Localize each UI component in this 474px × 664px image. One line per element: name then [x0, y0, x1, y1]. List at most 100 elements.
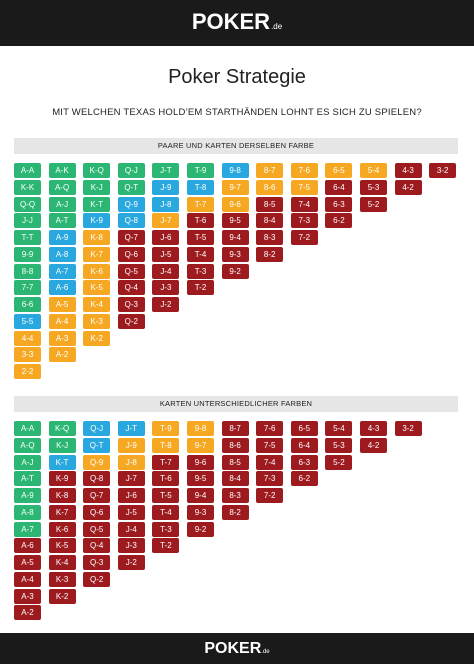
hand-cell: A-A [14, 421, 41, 436]
hand-cell: 9-2 [187, 521, 214, 537]
hand-cell: T-9 [187, 163, 214, 178]
hand-cell: Q-7 [83, 488, 111, 503]
hand-cell: J-9 [152, 179, 180, 195]
hand-cell: Q-6 [117, 246, 145, 262]
hand-cell: K-7 [83, 246, 111, 262]
hand-cell: A-Q [14, 437, 41, 453]
hand-cell: K-K [14, 179, 41, 195]
hand-cell: K-6 [48, 521, 76, 537]
hand-cell: A-J [48, 196, 76, 212]
hand-cell: T-3 [187, 263, 214, 279]
hand-cell: 9-4 [221, 230, 249, 245]
logo-text: POKER [191, 9, 271, 34]
hand-cell: J-6 [117, 488, 145, 503]
hand-cell: Q-4 [83, 538, 111, 554]
hand-cell: T-2 [187, 280, 214, 296]
hand-cell: J-7 [117, 471, 145, 487]
header-bar [0, 0, 474, 46]
hand-cell: Q-5 [83, 521, 111, 537]
hand-cell: 5-3 [325, 437, 353, 453]
hand-cell: 5-4 [325, 421, 353, 436]
hand-cell: 4-2 [360, 437, 387, 453]
hand-cell: Q-T [83, 437, 111, 453]
hand-cell: 5-2 [360, 196, 387, 212]
hand-cell: J-8 [152, 196, 180, 212]
hand-cell: 9-2 [221, 263, 249, 279]
hand-cell: K-9 [48, 471, 76, 487]
hand-cell: K-3 [83, 313, 111, 329]
hand-cell: T-7 [152, 454, 180, 470]
hand-cell: Q-3 [83, 555, 111, 570]
hand-cell: T-9 [152, 421, 180, 436]
hand-cell: 8-6 [256, 179, 284, 195]
hand-cell: 6-3 [325, 196, 353, 212]
hand-cell: J-9 [117, 437, 145, 453]
hand-cell: 5-5 [14, 313, 41, 329]
hand-cell: 8-6 [221, 437, 249, 453]
hand-cell: 6-5 [290, 421, 318, 436]
hand-cell: T-5 [152, 488, 180, 503]
hand-cell: 9-7 [187, 437, 214, 453]
hand-cell: J-5 [152, 246, 180, 262]
hand-cell: 7-6 [256, 421, 284, 436]
hand-cell: 3-2 [394, 421, 422, 436]
hand-cell: 6-6 [14, 297, 41, 312]
hand-cell: 9-8 [221, 163, 249, 178]
hand-cell: A-2 [14, 605, 41, 621]
hand-cell: A-8 [48, 246, 76, 262]
hand-cell: 4-3 [394, 163, 422, 178]
hand-cell: K-8 [48, 488, 76, 503]
hand-cell: 7-4 [290, 196, 318, 212]
hand-cell: 7-3 [256, 471, 284, 487]
hand-cell: T-6 [152, 471, 180, 487]
hand-cell: 6-3 [290, 454, 318, 470]
hand-cell: A-4 [48, 313, 76, 329]
hand-cell: 4-2 [394, 179, 422, 195]
hand-cell: T-4 [152, 504, 180, 520]
hand-cell: T-2 [152, 538, 180, 554]
hand-cell: K-7 [48, 504, 76, 520]
hand-cell: 8-7 [221, 421, 249, 436]
hand-cell: 7-2 [290, 230, 318, 245]
page-subtitle: MIT WELCHEN TEXAS HOLD’EM STARTHÄNDEN LO… [52, 107, 422, 118]
hand-cell: K-5 [83, 280, 111, 296]
hand-cell: K-T [83, 196, 111, 212]
hand-cell: 7-6 [290, 163, 318, 178]
hand-cell: 8-5 [221, 454, 249, 470]
hand-cell: Q-9 [117, 196, 145, 212]
logo: POKER.de [0, 9, 474, 35]
hand-cell: K-J [48, 437, 76, 453]
hand-cell: A-3 [14, 588, 41, 604]
hand-cell: 7-2 [256, 488, 284, 503]
hand-cell: J-8 [117, 454, 145, 470]
footer-logo-suffix: .de [261, 649, 270, 655]
hand-cell: K-Q [48, 421, 76, 436]
hand-cell: Q-7 [117, 230, 145, 245]
hand-cell: T-4 [187, 246, 214, 262]
hand-cell: J-2 [117, 555, 145, 570]
hand-cell: T-6 [187, 213, 214, 229]
hand-cell: Q-T [117, 179, 145, 195]
hand-cell: 8-4 [256, 213, 284, 229]
hand-cell: A-8 [14, 504, 41, 520]
hand-cell: 9-5 [221, 213, 249, 229]
hand-cell: 5-3 [360, 179, 387, 195]
hand-cell: A-6 [48, 280, 76, 296]
hand-cell: T-8 [152, 437, 180, 453]
hand-cell: 6-2 [325, 213, 353, 229]
hand-cell: J-2 [152, 297, 180, 312]
hand-cell: A-6 [14, 538, 41, 554]
hand-cell: 6-2 [290, 471, 318, 487]
section-header-suited: PAARE UND KARTEN DERSELBEN FARBE [14, 138, 458, 154]
hand-cell: Q-2 [117, 313, 145, 329]
hand-cell: K-Q [83, 163, 111, 178]
hand-cell: 7-4 [256, 454, 284, 470]
hand-cell: 5-2 [325, 454, 353, 470]
hand-cell: A-A [14, 163, 41, 178]
hand-cell: J-T [117, 421, 145, 436]
hand-cell: 8-2 [221, 504, 249, 520]
hand-cell: 8-2 [256, 246, 284, 262]
hand-cell: J-J [14, 213, 41, 229]
hand-cell: 9-5 [187, 471, 214, 487]
hand-cell: 7-7 [14, 280, 41, 296]
